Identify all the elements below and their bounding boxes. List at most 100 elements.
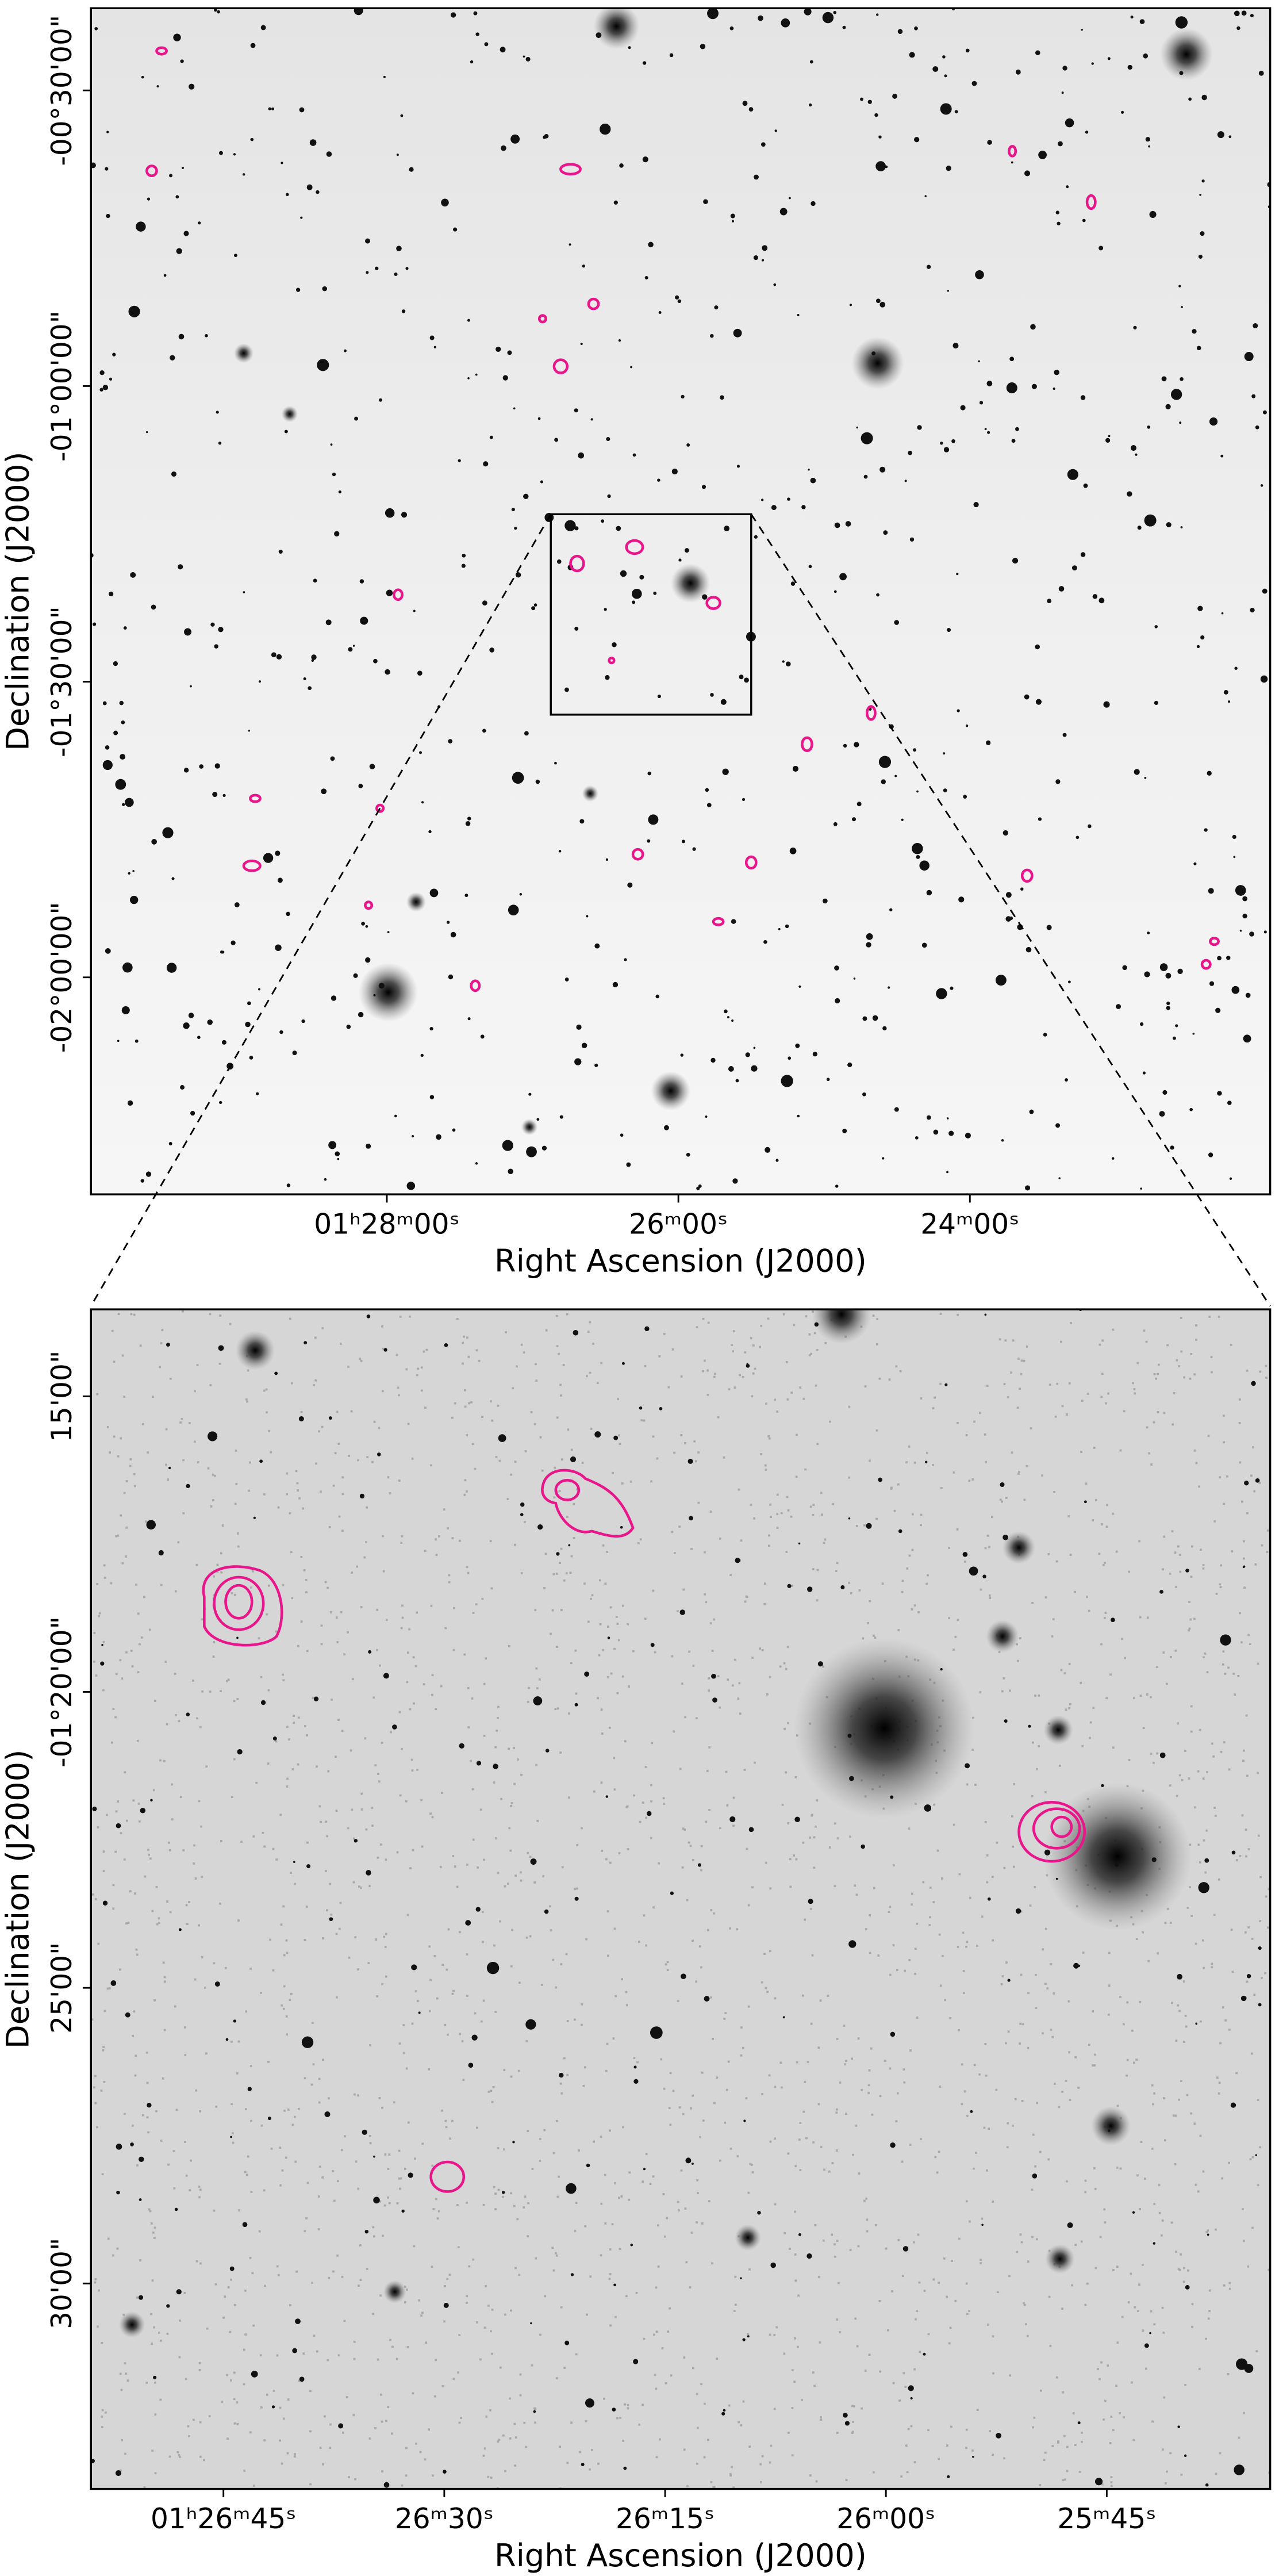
noise [466, 1953, 468, 1956]
noise [658, 1355, 661, 1358]
noise [377, 2358, 379, 2361]
noise [614, 2316, 617, 2318]
noise [208, 2415, 211, 2418]
star [508, 904, 519, 916]
star [1116, 1004, 1121, 1009]
noise [405, 1368, 408, 1371]
star [861, 1844, 865, 1849]
noise [463, 1389, 466, 1392]
star [771, 505, 777, 511]
star [878, 135, 882, 139]
noise [761, 1649, 764, 1651]
noise [744, 1351, 747, 1354]
noise [875, 1517, 878, 1520]
star [736, 465, 740, 468]
noise [185, 2174, 188, 2177]
noise [452, 1855, 455, 1857]
noise [980, 1588, 982, 1591]
noise [159, 1759, 162, 1762]
star [1084, 1500, 1087, 1504]
noise [1144, 2367, 1147, 2370]
noise [286, 1472, 289, 1475]
star [909, 537, 915, 542]
star [1159, 963, 1168, 971]
noise [316, 1765, 318, 1768]
noise [1249, 2158, 1252, 2161]
star [293, 1861, 295, 1863]
star [489, 647, 495, 653]
noise [779, 1665, 782, 1668]
y-tick-label: -01°30'00" [46, 606, 78, 757]
star [1111, 1617, 1115, 1623]
noise [421, 2142, 424, 2145]
noise [194, 1390, 196, 1393]
noise [891, 2290, 893, 2293]
noise [785, 1771, 788, 1774]
noise [742, 2400, 745, 2403]
star [188, 1013, 194, 1018]
star [1003, 830, 1008, 836]
noise [103, 1577, 106, 1579]
noise [525, 2040, 528, 2042]
star [574, 626, 579, 631]
noise [1222, 1414, 1225, 1417]
star [135, 1039, 139, 1043]
noise [459, 1931, 461, 1934]
noise [159, 2339, 162, 2342]
noise [267, 1689, 270, 1692]
star [1159, 1589, 1163, 1594]
star [866, 942, 871, 948]
star [1251, 1381, 1256, 1386]
noise [560, 2306, 563, 2309]
noise [371, 1824, 374, 1827]
noise [996, 2291, 999, 2294]
star [594, 1063, 598, 1067]
noise [783, 1662, 786, 1665]
noise [570, 1448, 573, 1451]
star [1044, 1849, 1051, 1856]
noise [483, 1682, 486, 1685]
noise [593, 1790, 596, 1793]
noise [829, 1420, 831, 1423]
noise [401, 1616, 404, 1619]
noise [673, 1451, 676, 1454]
noise [1257, 1834, 1260, 1837]
star [330, 756, 335, 761]
noise [906, 2471, 909, 2474]
star [781, 1075, 793, 1087]
noise [356, 1565, 359, 1568]
star [1151, 1857, 1157, 1862]
star [268, 107, 271, 110]
noise [584, 2066, 586, 2069]
noise [559, 1751, 562, 1754]
star [199, 764, 203, 769]
noise [152, 1789, 155, 1792]
noise [294, 1883, 296, 1885]
noise [901, 2275, 904, 2278]
star [823, 898, 828, 904]
noise [1003, 1677, 1005, 1680]
noise [511, 1929, 513, 1931]
noise [466, 2201, 468, 2204]
star [834, 590, 837, 593]
star [987, 140, 992, 145]
noise [570, 1555, 573, 1558]
noise [172, 2150, 175, 2153]
noise [305, 1579, 308, 1581]
noise [387, 2406, 390, 2409]
noise [759, 1346, 762, 1348]
noise [231, 1796, 233, 1799]
star [184, 628, 192, 636]
noise [260, 1676, 263, 1678]
star [110, 1980, 117, 1986]
star [1103, 701, 1110, 708]
noise [556, 1646, 558, 1648]
noise [544, 2295, 547, 2298]
noise [130, 1650, 133, 1652]
noise [1065, 2079, 1067, 2082]
star [120, 754, 126, 760]
noise [690, 2107, 692, 2110]
star [620, 1525, 623, 1529]
noise [503, 2148, 505, 2150]
noise [360, 1359, 363, 1362]
